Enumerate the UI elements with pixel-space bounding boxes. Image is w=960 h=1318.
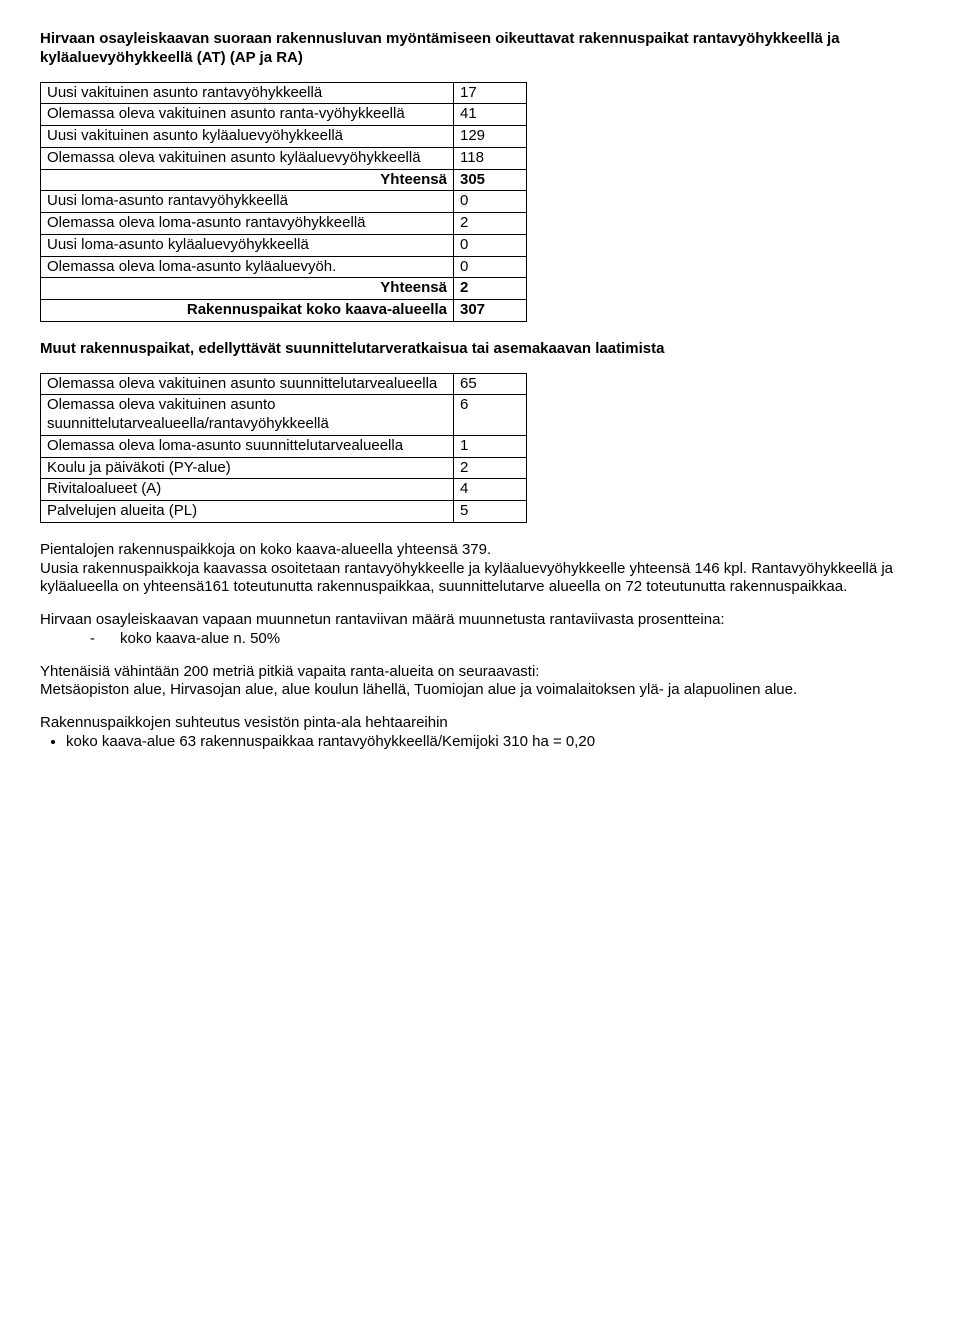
table-row: Yhteensä 2 <box>41 278 527 300</box>
cell-value: 5 <box>454 501 527 523</box>
cell-value: 41 <box>454 104 527 126</box>
cell-label: Palvelujen alueita (PL) <box>41 501 454 523</box>
paragraph: Metsäopiston alue, Hirvasojan alue, alue… <box>40 681 920 700</box>
list-item: koko kaava-alue 63 rakennuspaikkaa ranta… <box>66 733 920 752</box>
table-row: Rivitaloalueet (A) 4 <box>41 479 527 501</box>
cell-value: 129 <box>454 126 527 148</box>
page-title: Hirvaan osayleiskaavan suoraan rakennusl… <box>40 30 920 68</box>
paragraph: Yhtenäisiä vähintään 200 metriä pitkiä v… <box>40 663 920 682</box>
cell-label: Olemassa oleva vakituinen asunto ranta-v… <box>41 104 454 126</box>
cell-label: Rivitaloalueet (A) <box>41 479 454 501</box>
table-row: Uusi vakituinen asunto kyläaluevyöhykkee… <box>41 126 527 148</box>
cell-value: 118 <box>454 147 527 169</box>
table-row: Uusi loma-asunto rantavyöhykkeellä 0 <box>41 191 527 213</box>
dash-list: koko kaava-alue n. 50% <box>40 630 920 649</box>
paragraph: Hirvaan osayleiskaavan vapaan muunnetun … <box>40 611 920 630</box>
cell-label: Uusi loma-asunto rantavyöhykkeellä <box>41 191 454 213</box>
table-row: Olemassa oleva vakituinen asunto kyläalu… <box>41 147 527 169</box>
cell-label: Koulu ja päiväkoti (PY-alue) <box>41 457 454 479</box>
table-row: Olemassa oleva vakituinen asunto suunnit… <box>41 373 527 395</box>
cell-value: 6 <box>454 395 527 436</box>
cell-value: 65 <box>454 373 527 395</box>
cell-label: Uusi loma-asunto kyläaluevyöhykkeellä <box>41 234 454 256</box>
table-row: Yhteensä 305 <box>41 169 527 191</box>
cell-label: Olemassa oleva vakituinen asunto suunnit… <box>41 395 454 436</box>
cell-value: 1 <box>454 435 527 457</box>
cell-label: Olemassa oleva vakituinen asunto suunnit… <box>41 373 454 395</box>
cell-value: 0 <box>454 191 527 213</box>
cell-value: 0 <box>454 234 527 256</box>
bullet-list: koko kaava-alue 63 rakennuspaikkaa ranta… <box>40 733 920 752</box>
cell-value: 2 <box>454 278 527 300</box>
cell-value: 305 <box>454 169 527 191</box>
cell-label: Olemassa oleva vakituinen asunto kyläalu… <box>41 147 454 169</box>
table-row: Olemassa oleva vakituinen asunto ranta-v… <box>41 104 527 126</box>
cell-label: Yhteensä <box>41 169 454 191</box>
table-row: Olemassa oleva vakituinen asunto suunnit… <box>41 395 527 436</box>
table-row: Olemassa oleva loma-asunto rantavyöhykke… <box>41 213 527 235</box>
cell-value: 4 <box>454 479 527 501</box>
table-2: Olemassa oleva vakituinen asunto suunnit… <box>40 373 527 523</box>
cell-label: Yhteensä <box>41 278 454 300</box>
table-row: Uusi vakituinen asunto rantavyöhykkeellä… <box>41 82 527 104</box>
table-row: Palvelujen alueita (PL) 5 <box>41 501 527 523</box>
cell-value: 17 <box>454 82 527 104</box>
paragraph: Uusia rakennuspaikkoja kaavassa osoiteta… <box>40 560 920 598</box>
cell-label: Uusi vakituinen asunto kyläaluevyöhykkee… <box>41 126 454 148</box>
list-item: koko kaava-alue n. 50% <box>90 630 920 649</box>
paragraph: Rakennuspaikkojen suhteutus vesistön pin… <box>40 714 920 733</box>
table-row: Uusi loma-asunto kyläaluevyöhykkeellä 0 <box>41 234 527 256</box>
cell-value: 307 <box>454 300 527 322</box>
cell-label: Olemassa oleva loma-asunto rantavyöhykke… <box>41 213 454 235</box>
cell-label: Olemassa oleva loma-asunto kyläaluevyöh. <box>41 256 454 278</box>
cell-label: Olemassa oleva loma-asunto suunnitteluta… <box>41 435 454 457</box>
table-row: Rakennuspaikat koko kaava-alueella 307 <box>41 300 527 322</box>
table-row: Koulu ja päiväkoti (PY-alue) 2 <box>41 457 527 479</box>
table-1: Uusi vakituinen asunto rantavyöhykkeellä… <box>40 82 527 322</box>
cell-value: 2 <box>454 213 527 235</box>
cell-label: Rakennuspaikat koko kaava-alueella <box>41 300 454 322</box>
table-row: Olemassa oleva loma-asunto kyläaluevyöh.… <box>41 256 527 278</box>
table-row: Olemassa oleva loma-asunto suunnitteluta… <box>41 435 527 457</box>
page: Hirvaan osayleiskaavan suoraan rakennusl… <box>0 0 960 806</box>
cell-value: 2 <box>454 457 527 479</box>
paragraph: Pientalojen rakennuspaikkoja on koko kaa… <box>40 541 920 560</box>
subtitle-2: Muut rakennuspaikat, edellyttävät suunni… <box>40 340 920 359</box>
cell-label: Uusi vakituinen asunto rantavyöhykkeellä <box>41 82 454 104</box>
cell-value: 0 <box>454 256 527 278</box>
